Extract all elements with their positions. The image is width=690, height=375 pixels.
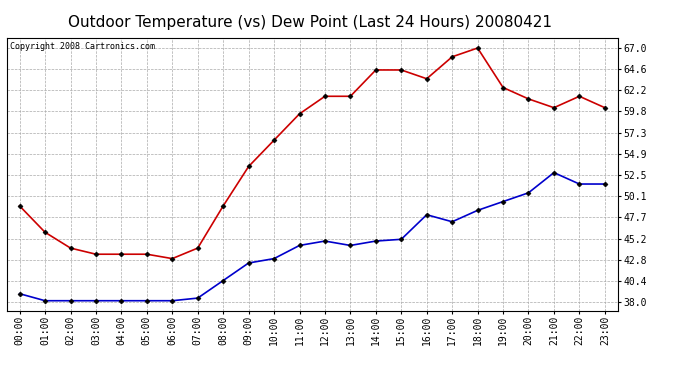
Text: Copyright 2008 Cartronics.com: Copyright 2008 Cartronics.com (10, 42, 155, 51)
Text: Outdoor Temperature (vs) Dew Point (Last 24 Hours) 20080421: Outdoor Temperature (vs) Dew Point (Last… (68, 15, 553, 30)
